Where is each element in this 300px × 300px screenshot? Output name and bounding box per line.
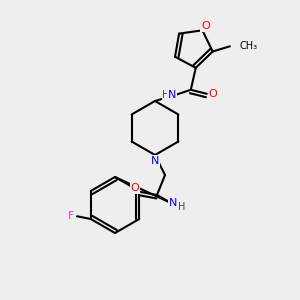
Text: N: N — [169, 198, 177, 208]
Text: F: F — [68, 211, 74, 221]
Text: N: N — [168, 90, 176, 100]
Text: H: H — [178, 202, 186, 212]
Text: O: O — [208, 89, 217, 99]
Text: O: O — [201, 21, 210, 31]
Text: N: N — [151, 156, 159, 166]
Text: O: O — [130, 183, 140, 193]
Text: CH₃: CH₃ — [240, 41, 258, 51]
Text: H: H — [162, 90, 169, 100]
